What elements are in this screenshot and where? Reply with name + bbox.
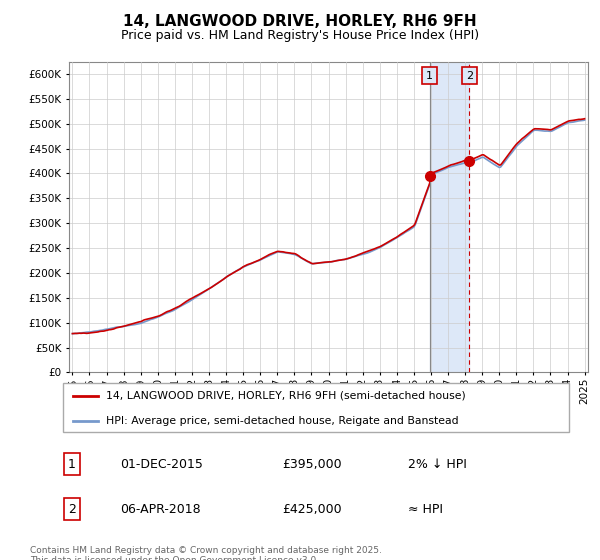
Text: 1: 1 <box>68 458 76 471</box>
Text: Contains HM Land Registry data © Crown copyright and database right 2025.
This d: Contains HM Land Registry data © Crown c… <box>30 546 382 560</box>
Text: Price paid vs. HM Land Registry's House Price Index (HPI): Price paid vs. HM Land Registry's House … <box>121 29 479 42</box>
Text: 01-DEC-2015: 01-DEC-2015 <box>120 458 203 471</box>
Text: 06-APR-2018: 06-APR-2018 <box>120 502 200 516</box>
FancyBboxPatch shape <box>62 383 569 432</box>
Text: HPI: Average price, semi-detached house, Reigate and Banstead: HPI: Average price, semi-detached house,… <box>106 416 459 426</box>
Text: £395,000: £395,000 <box>282 458 341 471</box>
Text: 1: 1 <box>426 71 433 81</box>
Bar <box>430 62 469 372</box>
Text: 2: 2 <box>68 502 76 516</box>
Text: 14, LANGWOOD DRIVE, HORLEY, RH6 9FH (semi-detached house): 14, LANGWOOD DRIVE, HORLEY, RH6 9FH (sem… <box>106 391 466 401</box>
Text: 14, LANGWOOD DRIVE, HORLEY, RH6 9FH: 14, LANGWOOD DRIVE, HORLEY, RH6 9FH <box>123 14 477 29</box>
Text: £425,000: £425,000 <box>282 502 341 516</box>
Text: 2: 2 <box>466 71 473 81</box>
Text: 2% ↓ HPI: 2% ↓ HPI <box>408 458 467 471</box>
Text: ≈ HPI: ≈ HPI <box>408 502 443 516</box>
